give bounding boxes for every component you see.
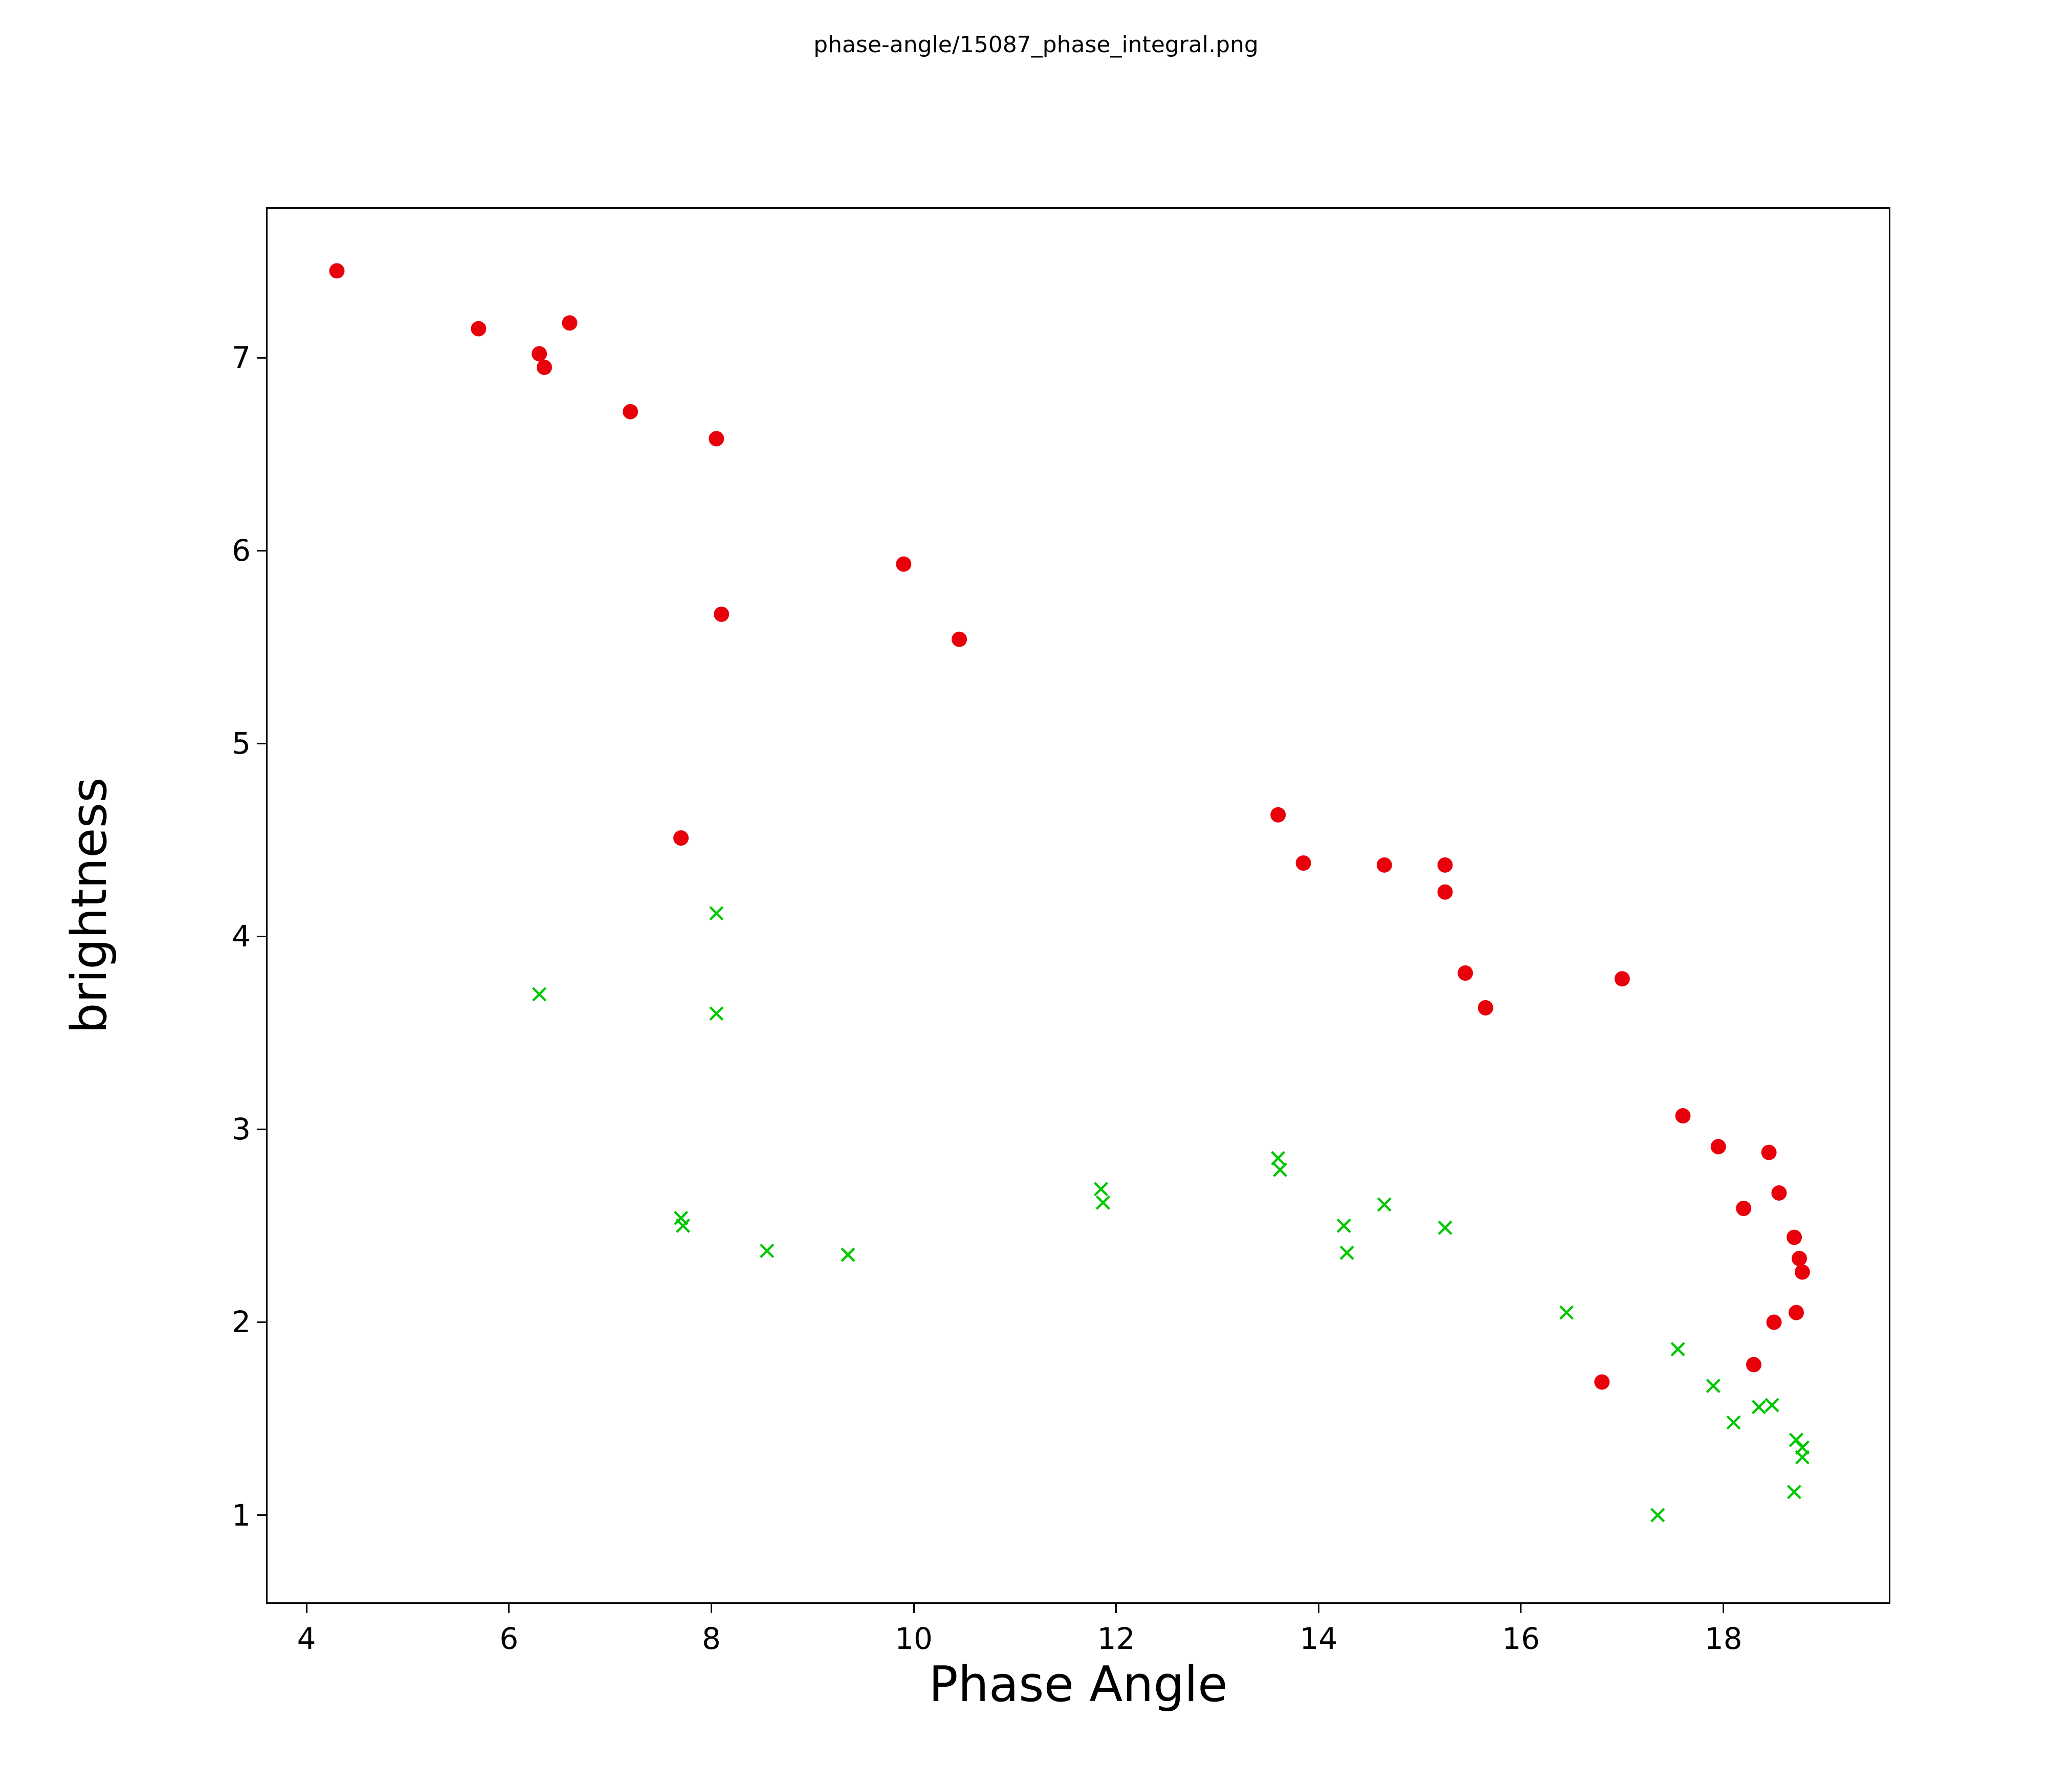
plot-area — [266, 207, 1890, 1604]
data-point-red-circles — [896, 556, 912, 572]
data-point-red-circles — [1710, 1139, 1726, 1155]
x-tick-label: 16 — [1502, 1621, 1540, 1656]
data-point-red-circles — [714, 606, 730, 622]
x-tick-mark — [913, 1604, 915, 1613]
data-point-red-circles — [562, 315, 578, 331]
y-tick-label: 4 — [232, 919, 251, 954]
data-point-red-circles — [1791, 1251, 1807, 1267]
data-point-red-circles — [537, 359, 553, 375]
data-point-red-circles — [952, 631, 967, 647]
data-point-green-crosses — [1438, 1220, 1452, 1235]
data-point-green-crosses — [1336, 1218, 1351, 1233]
data-point-green-crosses — [1726, 1415, 1741, 1430]
y-tick-mark — [257, 357, 266, 359]
data-point-green-crosses — [532, 987, 547, 1002]
data-point-red-circles — [329, 263, 345, 279]
x-tick-mark — [710, 1604, 712, 1613]
x-tick-mark — [1520, 1604, 1522, 1613]
data-point-red-circles — [1594, 1374, 1610, 1390]
data-point-green-crosses — [1339, 1245, 1354, 1260]
data-point-red-circles — [1787, 1229, 1802, 1245]
x-tick-label: 18 — [1704, 1621, 1743, 1656]
data-point-green-crosses — [1765, 1398, 1779, 1413]
x-tick-label: 4 — [297, 1621, 316, 1656]
x-tick-label: 14 — [1299, 1621, 1338, 1656]
x-tick-mark — [1723, 1604, 1725, 1613]
data-point-red-circles — [1771, 1185, 1787, 1201]
y-tick-mark — [257, 1514, 266, 1516]
data-point-green-crosses — [1789, 1432, 1804, 1447]
y-tick-label: 1 — [232, 1497, 251, 1533]
data-point-red-circles — [673, 830, 689, 846]
y-tick-mark — [257, 935, 266, 937]
data-point-red-circles — [471, 321, 487, 337]
figure-title: phase-angle/15087_phase_integral.png — [813, 32, 1259, 58]
y-tick-label: 6 — [232, 533, 251, 568]
y-tick-mark — [257, 1321, 266, 1323]
data-point-green-crosses — [1670, 1342, 1685, 1357]
data-point-red-circles — [1376, 857, 1392, 873]
data-point-red-circles — [1794, 1264, 1810, 1280]
x-tick-mark — [305, 1604, 307, 1613]
x-tick-label: 10 — [895, 1621, 933, 1656]
x-axis-label: Phase Angle — [929, 1657, 1228, 1713]
x-tick-mark — [1115, 1604, 1117, 1613]
data-point-green-crosses — [709, 1006, 724, 1021]
data-point-red-circles — [1295, 855, 1311, 871]
data-point-red-circles — [1789, 1305, 1804, 1320]
x-tick-mark — [508, 1604, 510, 1613]
data-point-red-circles — [1736, 1201, 1752, 1217]
data-point-red-circles — [1614, 971, 1630, 987]
data-point-red-circles — [709, 431, 724, 447]
x-tick-mark — [1317, 1604, 1319, 1613]
data-point-red-circles — [1437, 884, 1453, 900]
data-point-red-circles — [623, 404, 638, 420]
y-tick-label: 5 — [232, 726, 251, 761]
data-point-green-crosses — [1751, 1400, 1766, 1415]
y-tick-label: 3 — [232, 1112, 251, 1147]
data-point-green-crosses — [1377, 1197, 1392, 1212]
y-tick-mark — [257, 1128, 266, 1130]
data-point-red-circles — [1766, 1314, 1782, 1330]
y-axis-label: brightness — [61, 777, 118, 1034]
data-point-green-crosses — [1093, 1182, 1109, 1197]
data-point-green-crosses — [1273, 1162, 1288, 1177]
data-point-green-crosses — [1559, 1305, 1574, 1320]
y-tick-label: 7 — [232, 340, 251, 376]
data-point-red-circles — [1478, 1000, 1493, 1016]
y-tick-mark — [257, 742, 266, 744]
data-point-green-crosses — [1706, 1378, 1721, 1394]
data-point-red-circles — [1270, 807, 1286, 823]
data-point-green-crosses — [760, 1243, 775, 1259]
y-tick-mark — [257, 549, 266, 551]
data-point-green-crosses — [675, 1218, 691, 1233]
data-point-red-circles — [532, 346, 547, 362]
data-point-red-circles — [1746, 1357, 1761, 1373]
data-point-red-circles — [1675, 1108, 1691, 1124]
data-point-red-circles — [1458, 965, 1473, 981]
x-tick-label: 8 — [701, 1621, 721, 1656]
data-point-green-crosses — [1271, 1151, 1286, 1166]
y-tick-label: 2 — [232, 1305, 251, 1340]
data-point-green-crosses — [1095, 1195, 1111, 1210]
x-tick-label: 6 — [499, 1621, 519, 1656]
x-tick-label: 12 — [1097, 1621, 1135, 1656]
data-point-red-circles — [1761, 1144, 1777, 1160]
data-point-green-crosses — [1795, 1450, 1810, 1465]
data-point-green-crosses — [1787, 1485, 1802, 1499]
data-point-red-circles — [1437, 857, 1453, 873]
data-point-green-crosses — [1650, 1508, 1665, 1523]
data-point-green-crosses — [709, 906, 724, 921]
data-point-green-crosses — [841, 1247, 855, 1262]
